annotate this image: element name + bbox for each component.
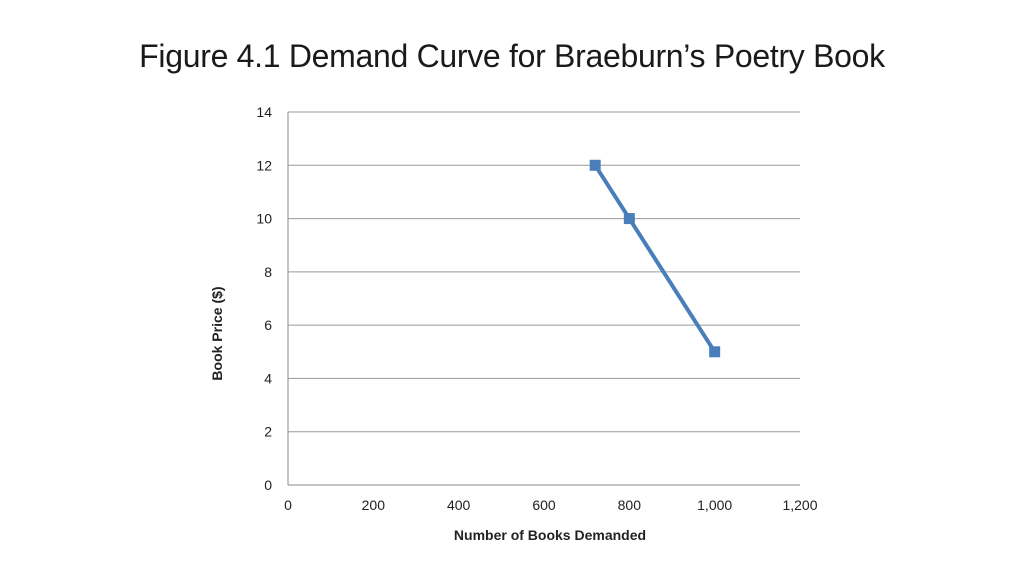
y-tick-label: 2 [264, 424, 272, 440]
gridlines [288, 111, 800, 433]
x-tick-label: 1,000 [697, 497, 732, 513]
data-point-marker [589, 159, 601, 171]
y-tick-label: 4 [264, 370, 272, 386]
x-tick-label: 200 [362, 497, 386, 513]
y-tick-label: 0 [264, 477, 272, 493]
tick-labels: 0 2 4 6 8 10 12 14 0 200 400 600 800 1,000 1,200 [256, 104, 817, 513]
x-tick-label: 400 [447, 497, 471, 513]
y-tick-label: 8 [264, 264, 272, 280]
y-tick-label: 12 [256, 157, 272, 173]
y-tick-label: 14 [256, 104, 272, 120]
y-axis-title: Book Price ($) [209, 286, 225, 380]
x-tick-label: 600 [532, 497, 556, 513]
x-axis-title: Number of Books Demanded [454, 527, 646, 543]
y-tick-label: 10 [256, 211, 272, 227]
x-tick-label: 0 [284, 497, 292, 513]
slide-title: Figure 4.1 Demand Curve for Braeburn’s P… [139, 38, 885, 74]
series-line [593, 164, 717, 353]
x-tick-label: 1,200 [782, 497, 817, 513]
data-point-marker [709, 346, 721, 358]
x-tick-label: 800 [618, 497, 642, 513]
y-tick-label: 6 [264, 317, 272, 333]
axes [287, 112, 800, 486]
data-point-marker [623, 213, 635, 225]
series-group [589, 159, 721, 358]
